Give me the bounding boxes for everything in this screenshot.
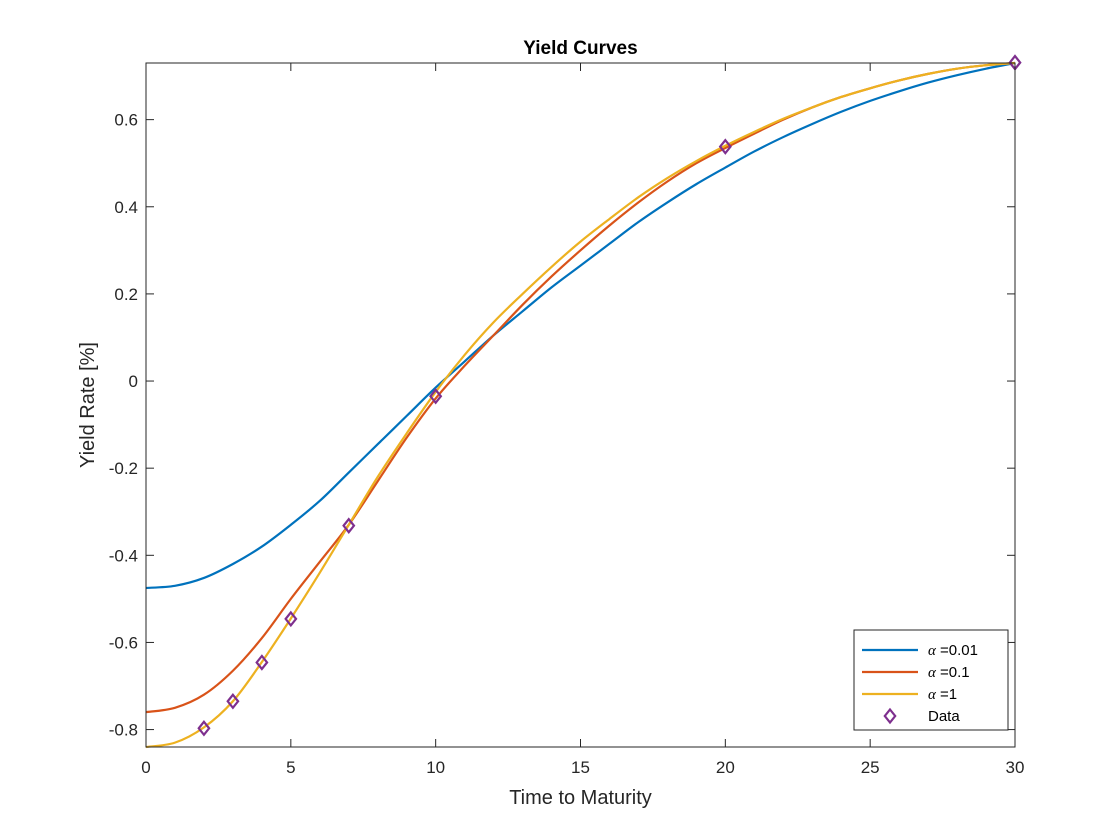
legend-label-1: α =0.01 bbox=[928, 642, 978, 659]
legend-swatch-data bbox=[883, 707, 897, 725]
legend-alpha-symbol: α bbox=[928, 665, 937, 681]
legend-label-3: α =1 bbox=[928, 686, 957, 703]
y-tick-label: 0.2 bbox=[114, 285, 138, 304]
legend-label-2: α =0.1 bbox=[928, 664, 970, 681]
data-point bbox=[284, 610, 298, 628]
x-tick-label: 0 bbox=[141, 758, 150, 777]
x-tick-label: 15 bbox=[571, 758, 590, 777]
data-point bbox=[197, 720, 211, 737]
y-tick-label: 0.4 bbox=[114, 198, 138, 217]
data-point bbox=[255, 654, 269, 671]
data-point bbox=[342, 517, 356, 534]
y-tick-label: -0.4 bbox=[109, 546, 138, 565]
y-tick-label: 0.6 bbox=[114, 111, 138, 130]
y-tick-label: -0.2 bbox=[109, 459, 138, 478]
x-tick-label: 25 bbox=[861, 758, 880, 777]
y-tick-label: -0.8 bbox=[109, 721, 138, 740]
legend-value: =1 bbox=[936, 686, 957, 703]
data-point bbox=[429, 388, 443, 405]
data-point bbox=[718, 138, 732, 155]
legend-alpha-symbol: α bbox=[928, 643, 937, 659]
x-axis-label: Time to Maturity bbox=[509, 787, 652, 809]
chart-title: Yield Curves bbox=[523, 38, 637, 59]
legend-alpha-symbol: α bbox=[928, 687, 937, 703]
y-tick-label: -0.6 bbox=[109, 633, 138, 652]
series-line-1 bbox=[145, 61, 1016, 590]
series-line-3 bbox=[145, 61, 1016, 749]
x-tick-label: 5 bbox=[286, 758, 295, 777]
tick-layer: 0 5 10 15 20 25 30 -0.8 -0.6 -0.4 -0.2 0 0.2 0.4 0.6 bbox=[109, 63, 1025, 777]
y-tick-label: 0 bbox=[129, 372, 138, 391]
legend-label-data: Data bbox=[928, 708, 960, 725]
x-tick-label: 20 bbox=[716, 758, 735, 777]
legend-value: =0.1 bbox=[936, 664, 970, 681]
y-axis-label: Yield Rate [%] bbox=[77, 342, 99, 468]
legend-value: =0.01 bbox=[936, 642, 978, 659]
x-tick-label: 10 bbox=[426, 758, 445, 777]
legend-box bbox=[853, 629, 1009, 731]
curve-layer bbox=[145, 61, 1016, 749]
x-tick-label: 30 bbox=[1006, 758, 1025, 777]
data-point bbox=[226, 692, 240, 710]
